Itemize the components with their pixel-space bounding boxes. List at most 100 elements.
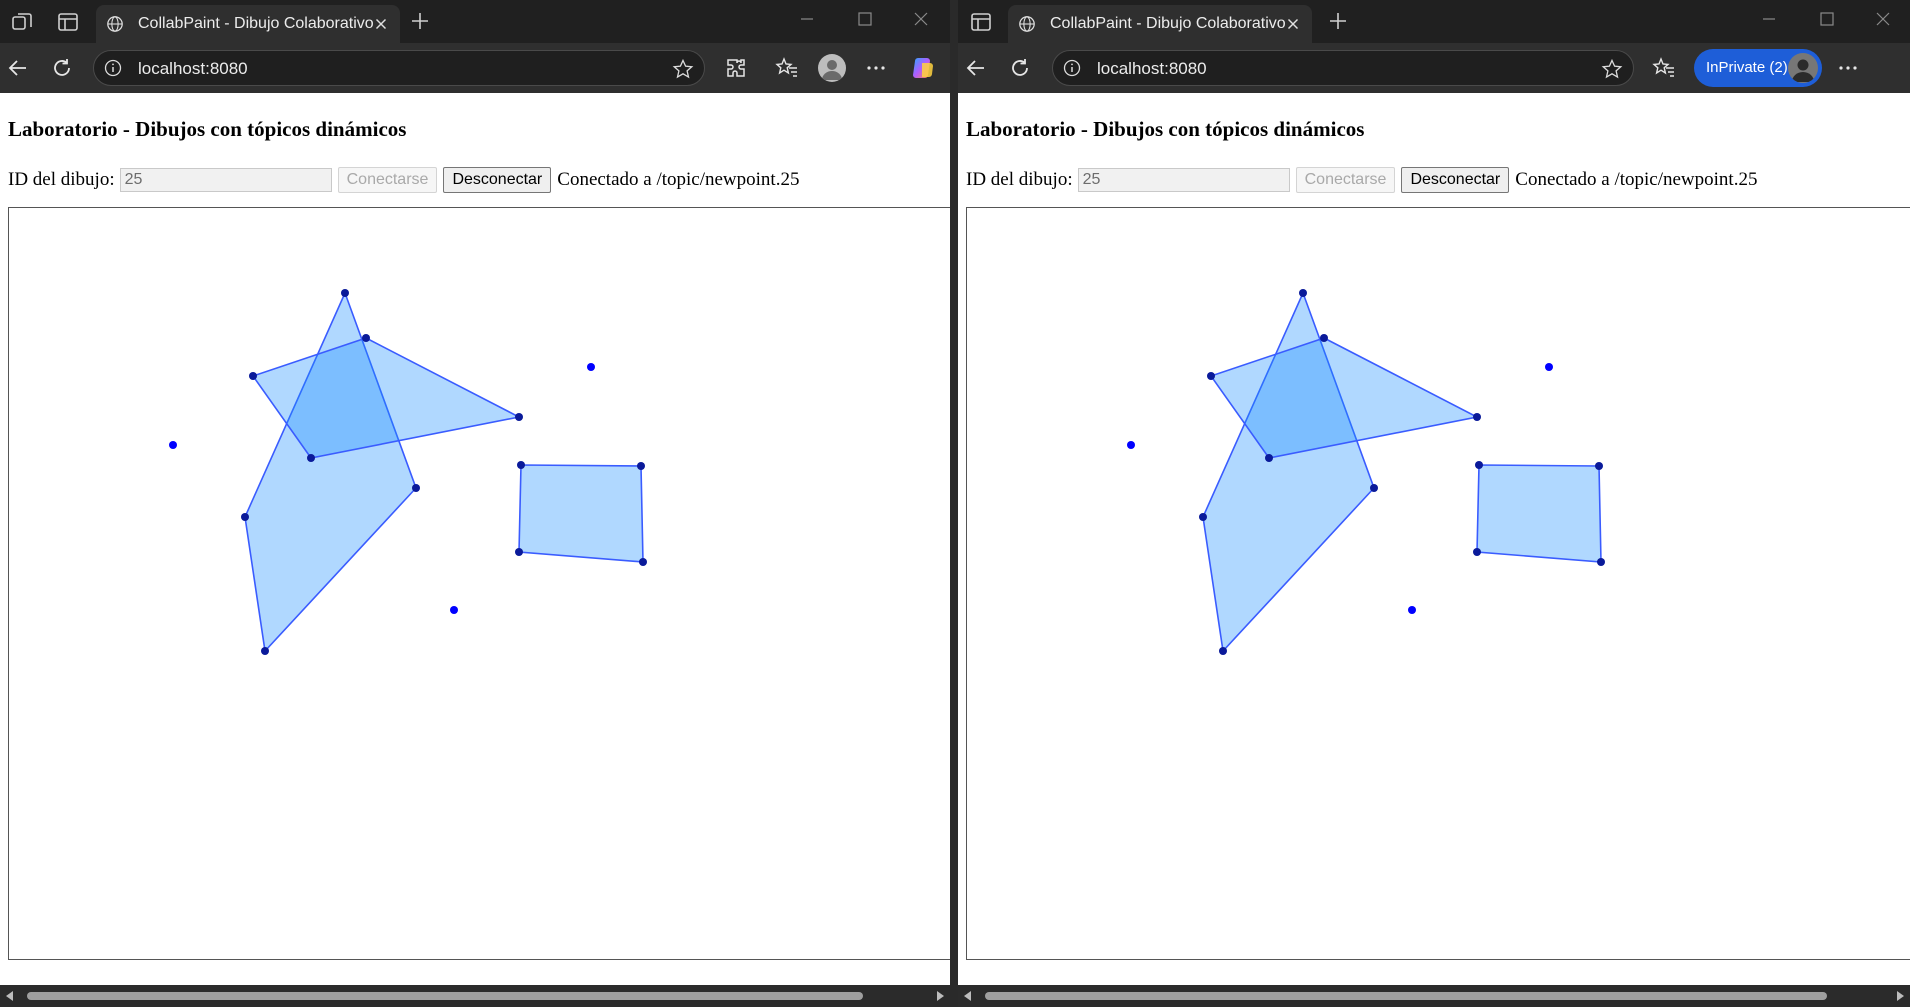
- tab-title: CollabPaint - Dibujo Colaborativo: [138, 15, 374, 32]
- polygon-vertex: [412, 484, 420, 492]
- polygon-vertex: [1320, 334, 1328, 342]
- inprivate-person-icon: [1792, 59, 1814, 82]
- connection-status: Conectado a /topic/newpoint.25: [1515, 169, 1758, 190]
- vertical-tabs-icon[interactable]: [969, 10, 993, 34]
- back-icon[interactable]: [964, 56, 988, 80]
- horizontal-scrollbar[interactable]: [0, 985, 950, 1007]
- minimize-icon[interactable]: [796, 8, 818, 30]
- drawing-id-label: ID del dibujo:: [8, 169, 115, 190]
- drawn-point: [450, 606, 458, 614]
- inprivate-badge[interactable]: InPrivate (2): [1694, 49, 1822, 87]
- drawn-polygon: [244, 290, 417, 653]
- polygon-vertex: [515, 548, 523, 556]
- drawn-point: [169, 441, 177, 449]
- browser-toolbar: localhost:8080: [0, 43, 950, 93]
- globe-icon: [1019, 16, 1035, 32]
- more-options-icon[interactable]: [1836, 56, 1860, 80]
- favorite-star-icon[interactable]: [1601, 58, 1623, 80]
- url-text: localhost:8080: [1097, 59, 1207, 78]
- polygon-vertex: [1475, 461, 1483, 469]
- scroll-right-arrow-icon[interactable]: [1897, 991, 1904, 1001]
- scroll-right-arrow-icon[interactable]: [937, 991, 944, 1001]
- refresh-icon[interactable]: [1008, 56, 1032, 80]
- scroll-left-arrow-icon[interactable]: [964, 991, 971, 1001]
- drawn-point: [1408, 606, 1416, 614]
- copilot-icon[interactable]: [910, 54, 938, 82]
- refresh-icon[interactable]: [50, 56, 74, 80]
- scrollbar-thumb[interactable]: [27, 992, 863, 1000]
- polygon-vertex: [241, 513, 249, 521]
- drawing-surface[interactable]: [967, 208, 1910, 959]
- browser-tab[interactable]: CollabPaint - Dibujo Colaborativo: [1008, 5, 1312, 43]
- back-icon[interactable]: [6, 56, 30, 80]
- drawing-surface[interactable]: [9, 208, 950, 959]
- favorite-star-icon[interactable]: [672, 58, 694, 80]
- polygon-vertex: [1595, 462, 1603, 470]
- drawn-point: [1545, 363, 1553, 371]
- drawing-canvas[interactable]: [8, 207, 950, 960]
- favorites-icon[interactable]: [1652, 56, 1676, 80]
- close-tab-icon[interactable]: [372, 15, 390, 33]
- info-icon[interactable]: [104, 59, 122, 77]
- profile-person-icon: [822, 60, 842, 80]
- favorites-icon[interactable]: [775, 56, 799, 80]
- maximize-icon[interactable]: [854, 8, 876, 30]
- profile-avatar[interactable]: [818, 54, 846, 82]
- tab-title: CollabPaint - Dibujo Colaborativo: [1050, 15, 1286, 32]
- globe-icon: [107, 16, 123, 32]
- more-options-icon[interactable]: [864, 56, 888, 80]
- page-viewport: Laboratorio - Dibujos con tópicos dinámi…: [958, 93, 1910, 985]
- drawing-id-input[interactable]: [1077, 168, 1290, 192]
- close-tab-icon[interactable]: [1284, 15, 1302, 33]
- polygon-vertex: [1473, 413, 1481, 421]
- polygon-vertex: [1199, 513, 1207, 521]
- connection-status: Conectado a /topic/newpoint.25: [557, 169, 800, 190]
- polygon-vertex: [1370, 484, 1378, 492]
- drawing-id-input[interactable]: [119, 168, 332, 192]
- close-window-icon[interactable]: [1872, 8, 1894, 30]
- scrollbar-thumb[interactable]: [985, 992, 1827, 1000]
- drawing-canvas[interactable]: [966, 207, 1910, 960]
- polygon-vertex: [1207, 372, 1215, 380]
- polygon-vertex: [639, 558, 647, 566]
- drawn-polygon: [1202, 290, 1375, 653]
- window-divider: [950, 0, 958, 1007]
- polygon-vertex: [362, 334, 370, 342]
- polygon-vertex: [1473, 548, 1481, 556]
- horizontal-scrollbar[interactable]: [958, 985, 1910, 1007]
- extensions-icon[interactable]: [724, 56, 748, 80]
- scroll-left-arrow-icon[interactable]: [6, 991, 13, 1001]
- polygon-vertex: [517, 461, 525, 469]
- polygon-vertex: [307, 454, 315, 462]
- close-window-icon[interactable]: [910, 8, 932, 30]
- drawn-point: [1127, 441, 1135, 449]
- polygon-vertex: [637, 462, 645, 470]
- address-bar[interactable]: localhost:8080: [1052, 50, 1634, 86]
- address-bar[interactable]: localhost:8080: [93, 50, 705, 86]
- minimize-icon[interactable]: [1758, 8, 1780, 30]
- disconnect-button[interactable]: Desconectar: [443, 167, 552, 193]
- page-title: Laboratorio - Dibujos con tópicos dinámi…: [966, 117, 1365, 141]
- new-tab-icon[interactable]: [410, 11, 430, 31]
- polygon-vertex: [1299, 289, 1307, 297]
- browser-toolbar: localhost:8080 InPrivate (2): [958, 43, 1910, 93]
- new-tab-icon[interactable]: [1328, 11, 1348, 31]
- inprivate-label: InPrivate (2): [1706, 59, 1788, 76]
- polygon-vertex: [1597, 558, 1605, 566]
- info-icon[interactable]: [1063, 59, 1081, 77]
- connection-controls: ID del dibujo: Conectarse Desconectar Co…: [8, 167, 799, 193]
- tab-bar: CollabPaint - Dibujo Colaborativo: [0, 0, 950, 43]
- page-title: Laboratorio - Dibujos con tópicos dinámi…: [8, 117, 407, 141]
- workspaces-icon[interactable]: [10, 10, 34, 34]
- drawing-id-label: ID del dibujo:: [966, 169, 1073, 190]
- browser-window-right: CollabPaint - Dibujo Colaborativo localh…: [958, 0, 1910, 1007]
- url-text: localhost:8080: [138, 59, 248, 78]
- browser-tab[interactable]: CollabPaint - Dibujo Colaborativo: [96, 5, 400, 43]
- inprivate-avatar: [1788, 53, 1818, 83]
- drawn-polygon: [1476, 464, 1602, 563]
- connect-button[interactable]: Conectarse: [1295, 167, 1396, 193]
- vertical-tabs-icon[interactable]: [56, 10, 80, 34]
- maximize-icon[interactable]: [1816, 8, 1838, 30]
- connect-button[interactable]: Conectarse: [337, 167, 438, 193]
- disconnect-button[interactable]: Desconectar: [1401, 167, 1510, 193]
